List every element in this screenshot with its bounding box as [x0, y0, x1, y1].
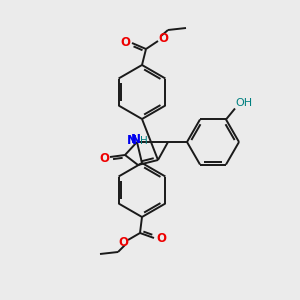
- Text: O: O: [99, 152, 109, 164]
- Text: N: N: [127, 134, 137, 148]
- Text: N: N: [131, 133, 141, 146]
- Text: H: H: [140, 136, 148, 146]
- Text: OH: OH: [236, 98, 253, 109]
- Text: O: O: [158, 32, 168, 44]
- Text: O: O: [120, 35, 130, 49]
- Text: O: O: [118, 236, 128, 250]
- Text: O: O: [156, 232, 166, 245]
